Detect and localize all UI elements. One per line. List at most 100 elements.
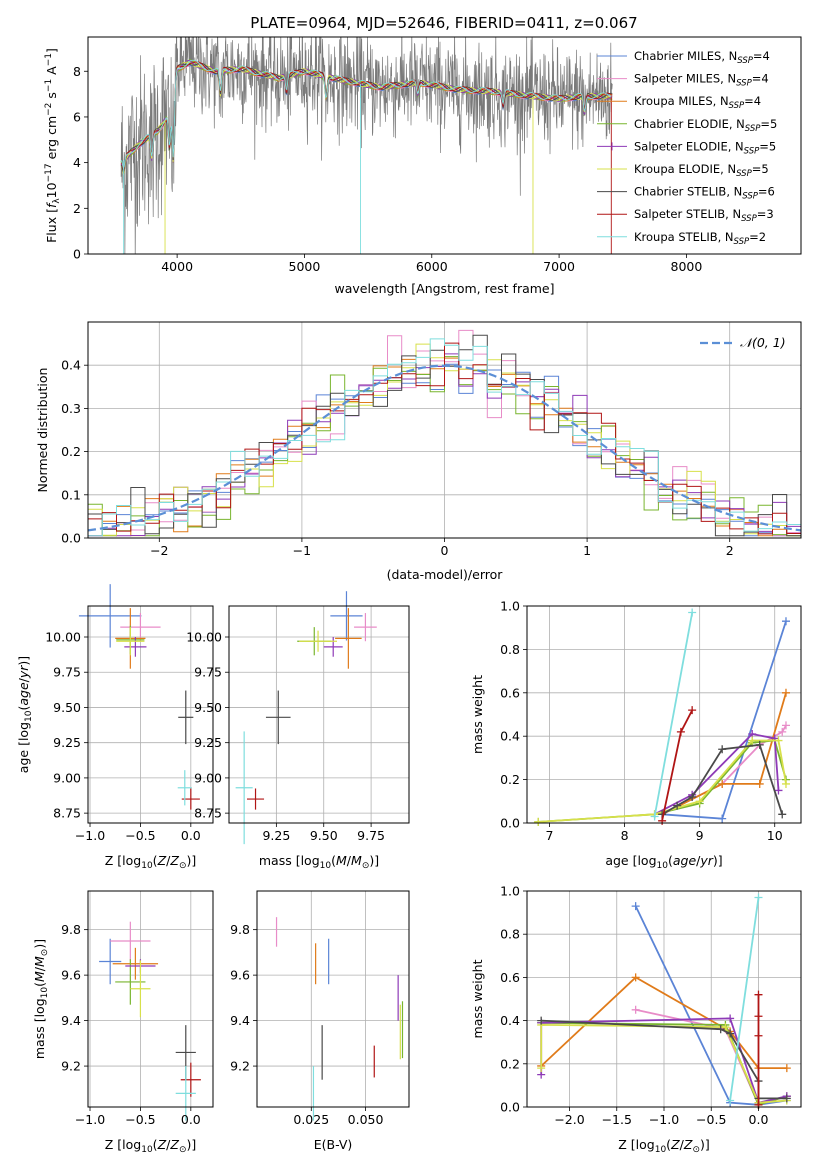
y-tick-label: 10.00 — [45, 630, 81, 645]
series-kroupa_miles — [661, 692, 787, 816]
legend-label: Salpeter STELIB, NSSP=3 — [634, 207, 774, 224]
x-axis-label: mass [log10(M/M⊙)] — [259, 853, 379, 871]
x-tick-label: 7 — [546, 828, 554, 843]
y-tick-label: 9.25 — [194, 735, 222, 750]
x-tick-label: 9.25 — [262, 828, 290, 843]
y-tick-label: 2 — [73, 201, 81, 216]
y-tick-label: 9.4 — [230, 1013, 250, 1028]
y-tick-label: 0.0 — [500, 1100, 520, 1115]
x-tick-label: 8000 — [671, 259, 703, 274]
marker-kroupa_stelib — [754, 893, 763, 902]
x-tick-label: −1 — [293, 543, 311, 558]
y-tick-label: 9.50 — [194, 700, 222, 715]
marker-kroupa_stelib — [726, 1096, 735, 1105]
y-tick-label: 9.00 — [194, 770, 222, 785]
x-axis-label: Z [log10(Z/Z⊙)] — [618, 1137, 710, 1155]
x-tick-label: −0.5 — [125, 828, 155, 843]
marker-kroupa_stelib — [650, 812, 659, 821]
y-tick-label: 0.2 — [61, 444, 81, 459]
marker-salpeter_miles — [631, 1005, 640, 1014]
y-axis-label: age [log10(age/yr)] — [16, 656, 34, 773]
y-tick-label: 0 — [73, 247, 81, 262]
marker-salpeter_stelib — [676, 727, 685, 736]
y-tick-label: 9.8 — [230, 922, 250, 937]
x-tick-label: 6000 — [416, 259, 448, 274]
axes-frame — [87, 890, 214, 1108]
axes-frame — [526, 890, 802, 1108]
x-tick-label: 9 — [696, 828, 704, 843]
y-tick-label: 9.75 — [53, 665, 81, 680]
legend-label: Salpeter ELODIE, NSSP=5 — [634, 139, 776, 156]
axes-frame — [87, 36, 802, 255]
y-tick-label: 0.6 — [500, 685, 520, 700]
axes-frame — [526, 605, 802, 824]
y-tick-label: 0.4 — [61, 358, 81, 373]
marker-kroupa_elodie — [774, 736, 783, 745]
marker-salpeter_elodie — [774, 786, 783, 795]
panel-residuals: −2 −1 0 1 2 0.0 0.1 0.2 0.3 0.4 (data-model)/error… — [35, 321, 802, 582]
y-tick-label: 9.4 — [61, 1013, 81, 1028]
y-tick-label: 9.50 — [53, 700, 81, 715]
marker-chabrier_stelib — [716, 1025, 725, 1034]
histograms — [88, 329, 801, 537]
x-tick-label: 0 — [441, 543, 449, 558]
y-axis-label: mass weight — [470, 675, 485, 754]
legend-label: 𝒩(0, 1) — [740, 335, 786, 350]
gaussian-curve — [88, 364, 801, 532]
series-chabrier_miles — [662, 620, 787, 820]
x-tick-label: −1.0 — [75, 1112, 105, 1127]
marker-chabrier_stelib — [782, 1094, 791, 1103]
y-tick-label: 1.0 — [500, 884, 520, 899]
panel-weight_vs_Z: −2.0 −1.5 −1.0 −0.5 0.0 0.0 0.2 0.4 0.6 0.8 1.0 Z [… — [470, 884, 802, 1155]
marker-chabrier_miles — [631, 902, 640, 911]
x-tick-label: 10 — [767, 828, 783, 843]
y-tick-label: 8 — [73, 64, 81, 79]
x-tick-label: −1.5 — [602, 1112, 632, 1127]
series-kroupa_stelib — [729, 897, 760, 1101]
y-tick-label: 10.00 — [186, 630, 222, 645]
panel-mass_vs_Z: −1.0 −0.5 0.0 9.2 9.4 9.6 9.8 Z [log10(Z/Z⊙)] ma… — [32, 890, 214, 1155]
y-tick-label: 1.0 — [500, 599, 520, 614]
marker-chabrier_stelib — [673, 801, 682, 810]
marker-chabrier_stelib — [537, 1016, 546, 1025]
spectrum-title: PLATE=0964, MJD=52646, FIBERID=0411, z=0… — [250, 14, 637, 32]
axes-frame — [256, 890, 410, 1108]
marker-kroupa_miles — [781, 688, 790, 697]
y-tick-label: 0.4 — [500, 1013, 520, 1028]
y-tick-label: 0.2 — [500, 772, 520, 787]
spectrum-legend: Chabrier MILES, NSSP=4 Salpeter MILES, NS… — [597, 49, 777, 247]
y-tick-label: 8.75 — [53, 806, 81, 821]
legend-label: Kroupa MILES, NSSP=4 — [634, 94, 761, 111]
y-tick-label: 0.0 — [61, 531, 81, 546]
x-tick-label: 5000 — [289, 259, 321, 274]
marker-chabrier_stelib — [688, 792, 697, 801]
marker-chabrier_stelib — [778, 810, 787, 819]
y-tick-label: 9.6 — [61, 968, 81, 983]
marker-salpeter_miles — [778, 727, 787, 736]
model-spectrum-salpeter_stelib — [120, 61, 613, 171]
model-spectrum-chabrier_stelib — [120, 62, 613, 174]
marker-kroupa_elodie — [695, 797, 704, 806]
y-tick-label: 9.2 — [230, 1059, 250, 1074]
marker-kroupa_elodie — [537, 1064, 546, 1073]
y-tick-label: 9.25 — [53, 735, 81, 750]
y-tick-label: 9.2 — [61, 1059, 81, 1074]
x-tick-label: 9.75 — [357, 828, 385, 843]
x-axis-label: (data-model)/error — [387, 567, 504, 582]
marker-chabrier_stelib — [755, 740, 764, 749]
axes-frame — [87, 605, 214, 824]
legend-label: Chabrier STELIB, NSSP=6 — [634, 185, 775, 202]
marker-chabrier_stelib — [726, 1029, 735, 1038]
x-axis-label: wavelength [Angstrom, rest frame] — [334, 281, 554, 296]
histogram-kroupa_stelib — [88, 338, 801, 537]
plot-bg — [88, 37, 801, 254]
series-kroupa_elodie — [538, 739, 787, 823]
y-tick-label: 0.4 — [500, 729, 520, 744]
x-tick-label: 0.0 — [749, 1112, 769, 1127]
x-tick-label: 4000 — [161, 259, 193, 274]
x-tick-label: −2 — [150, 543, 168, 558]
panel-mass_vs_EBV: 0.025 0.050 9.2 9.4 9.6 9.8 E(B-V) — [230, 890, 410, 1152]
y-tick-label: 0.8 — [500, 927, 520, 942]
y-tick-label: 9.75 — [194, 665, 222, 680]
legend-label: Chabrier MILES, NSSP=4 — [634, 49, 770, 66]
